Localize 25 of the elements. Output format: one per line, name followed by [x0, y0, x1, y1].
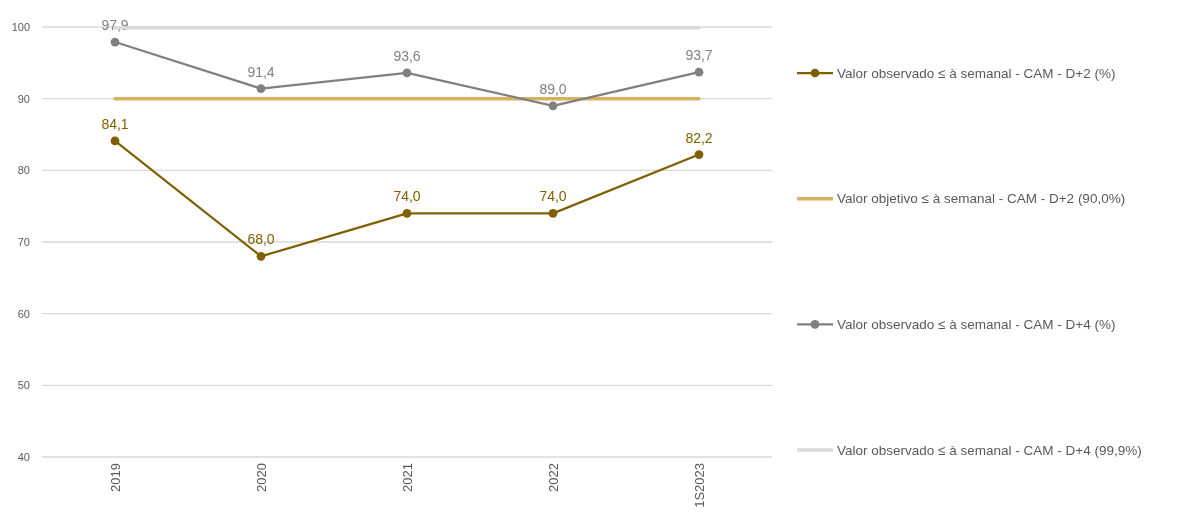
x-tick-label: 2021 — [399, 463, 415, 492]
y-tick-label: 80 — [17, 164, 30, 177]
x-tick-label: 2022 — [545, 463, 561, 492]
legend-label: Valor observado ≤ à semanal - CAM - D+4 (%) — [837, 317, 1116, 333]
y-tick-label: 100 — [11, 20, 30, 33]
x-tick-label: 1S2023 — [691, 463, 707, 508]
data-label: 93,7 — [685, 47, 713, 64]
x-tick-label: 2020 — [253, 463, 269, 492]
legend-label: Valor observado ≤ à semanal - CAM - D+2 (%) — [837, 65, 1116, 81]
legend-label: Valor observado ≤ à semanal - CAM - D+4 (99,9%) — [837, 442, 1142, 458]
data-label: 93,6 — [393, 47, 421, 64]
data-label: 89,0 — [539, 80, 567, 97]
y-tick-label: 90 — [17, 92, 30, 105]
data-label: 91,4 — [247, 63, 275, 80]
y-tick-label: 60 — [17, 307, 30, 320]
y-tick-label: 70 — [17, 235, 30, 248]
data-label: 84,1 — [101, 115, 129, 132]
x-tick-label: 2019 — [107, 463, 123, 492]
data-label: 74,0 — [393, 188, 421, 205]
data-label: 82,2 — [685, 129, 713, 146]
legend-label: Valor objetivo ≤ à semanal - CAM - D+2 (90,0%) — [837, 191, 1126, 207]
data-label: 74,0 — [539, 188, 567, 205]
data-label: 68,0 — [247, 231, 275, 248]
y-tick-label: 50 — [17, 379, 30, 392]
y-tick-label: 40 — [17, 450, 30, 463]
